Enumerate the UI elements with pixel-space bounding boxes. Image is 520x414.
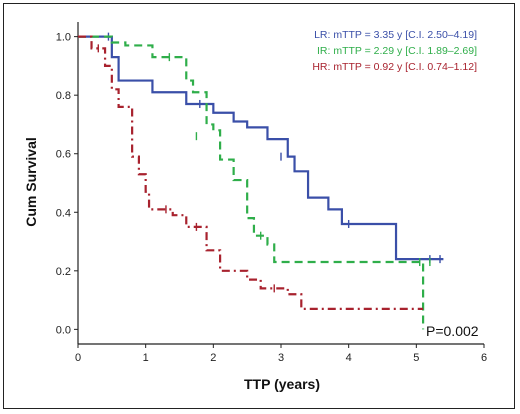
- series-line-0: [78, 35, 444, 261]
- x-axis-title: TTP (years): [244, 376, 320, 392]
- series-line-2: [78, 35, 424, 310]
- legend-entry-2: HR: mTTP = 0.92 y [C.I. 0.74–1.12]: [312, 61, 477, 73]
- x-tick-label: 3: [278, 352, 284, 364]
- x-tick-label: 6: [481, 352, 487, 364]
- x-tick-label: 4: [346, 352, 352, 364]
- series-line-1: [78, 35, 425, 330]
- y-tick-label: 0.4: [56, 207, 71, 219]
- x-tick-label: 1: [143, 352, 149, 364]
- legend: LR: mTTP = 3.35 y [C.I. 2.50–4.19] IR: mT…: [312, 29, 477, 73]
- p-value-annotation: P=0.002: [426, 323, 479, 339]
- x-tick-label: 5: [413, 352, 419, 364]
- y-tick-label: 0.8: [56, 90, 71, 102]
- x-tick-label: 2: [210, 352, 216, 364]
- y-tick-label: 0.6: [56, 149, 71, 161]
- y-axis-title: Cum Survival: [23, 137, 39, 226]
- y-tick-label: 0.2: [56, 266, 71, 278]
- figure-frame: [3, 3, 515, 409]
- x-tick-label: 0: [75, 352, 81, 364]
- legend-entry-0: LR: mTTP = 3.35 y [C.I. 2.50–4.19]: [314, 29, 477, 41]
- y-tick-label: 1.0: [56, 32, 71, 44]
- legend-entry-1: IR: mTTP = 2.29 y [C.I. 1.89–2.69]: [317, 45, 477, 57]
- y-tick-label: 0.0: [56, 324, 71, 336]
